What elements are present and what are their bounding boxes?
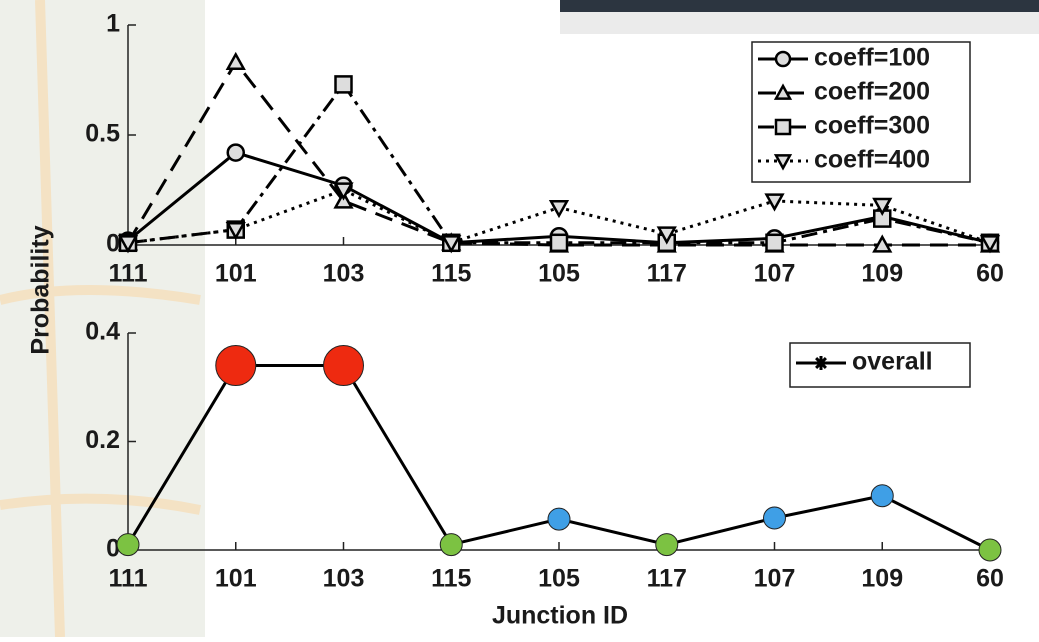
x-tick-label: 107 (754, 565, 796, 593)
x-tick-label: 103 (323, 260, 365, 288)
x-tick-label: 117 (647, 260, 687, 288)
x-tick-label: 105 (538, 565, 580, 593)
legend-label: coeff=200 (814, 78, 930, 106)
legend-marker (776, 120, 790, 134)
data-point (324, 346, 364, 386)
y-tick-label: 0 (106, 230, 120, 258)
x-tick-label: 109 (861, 565, 903, 593)
x-tick-label: 111 (109, 260, 148, 288)
x-tick-label: 103 (323, 565, 365, 593)
x-tick-label: 101 (215, 260, 257, 288)
x-axis-label: Junction ID (492, 602, 628, 630)
x-tick-label: 101 (215, 565, 257, 593)
legend-label: coeff=300 (814, 112, 930, 140)
x-tick-label: 117 (647, 565, 687, 593)
x-tick-label: 109 (861, 260, 903, 288)
legend-label: coeff=100 (814, 44, 930, 72)
data-point (228, 145, 244, 161)
window-edge (560, 0, 1039, 12)
y-tick-label: 0.4 (85, 318, 120, 346)
window-shadow (560, 12, 1039, 34)
legend-marker (776, 52, 790, 66)
data-point (548, 508, 570, 530)
x-tick-label: 105 (538, 260, 580, 288)
data-point (117, 534, 139, 556)
data-point (767, 235, 783, 251)
y-tick-label: 0.5 (85, 120, 120, 148)
x-tick-label: 115 (431, 565, 471, 593)
legend-label: coeff=400 (814, 146, 930, 174)
x-tick-label: 107 (754, 260, 796, 288)
chart: Probability Junction ID 00.5111110110311… (0, 0, 1039, 637)
legend-label: overall (852, 348, 933, 376)
data-point (216, 346, 256, 386)
y-axis-label: Probability (27, 225, 55, 354)
x-tick-label: 60 (976, 260, 1004, 288)
data-point (551, 235, 567, 251)
x-tick-label: 60 (976, 565, 1004, 593)
data-point (764, 507, 786, 529)
y-tick-label: 1 (106, 10, 120, 38)
y-tick-label: 0.2 (85, 426, 120, 454)
x-tick-label: 115 (431, 260, 471, 288)
legend-marker (814, 356, 828, 370)
data-point (871, 485, 893, 507)
data-point (979, 539, 1001, 561)
data-point (228, 54, 244, 68)
data-point (656, 534, 678, 556)
x-tick-label: 111 (109, 565, 148, 593)
data-point (551, 201, 567, 215)
data-point (336, 76, 352, 92)
data-point (440, 534, 462, 556)
